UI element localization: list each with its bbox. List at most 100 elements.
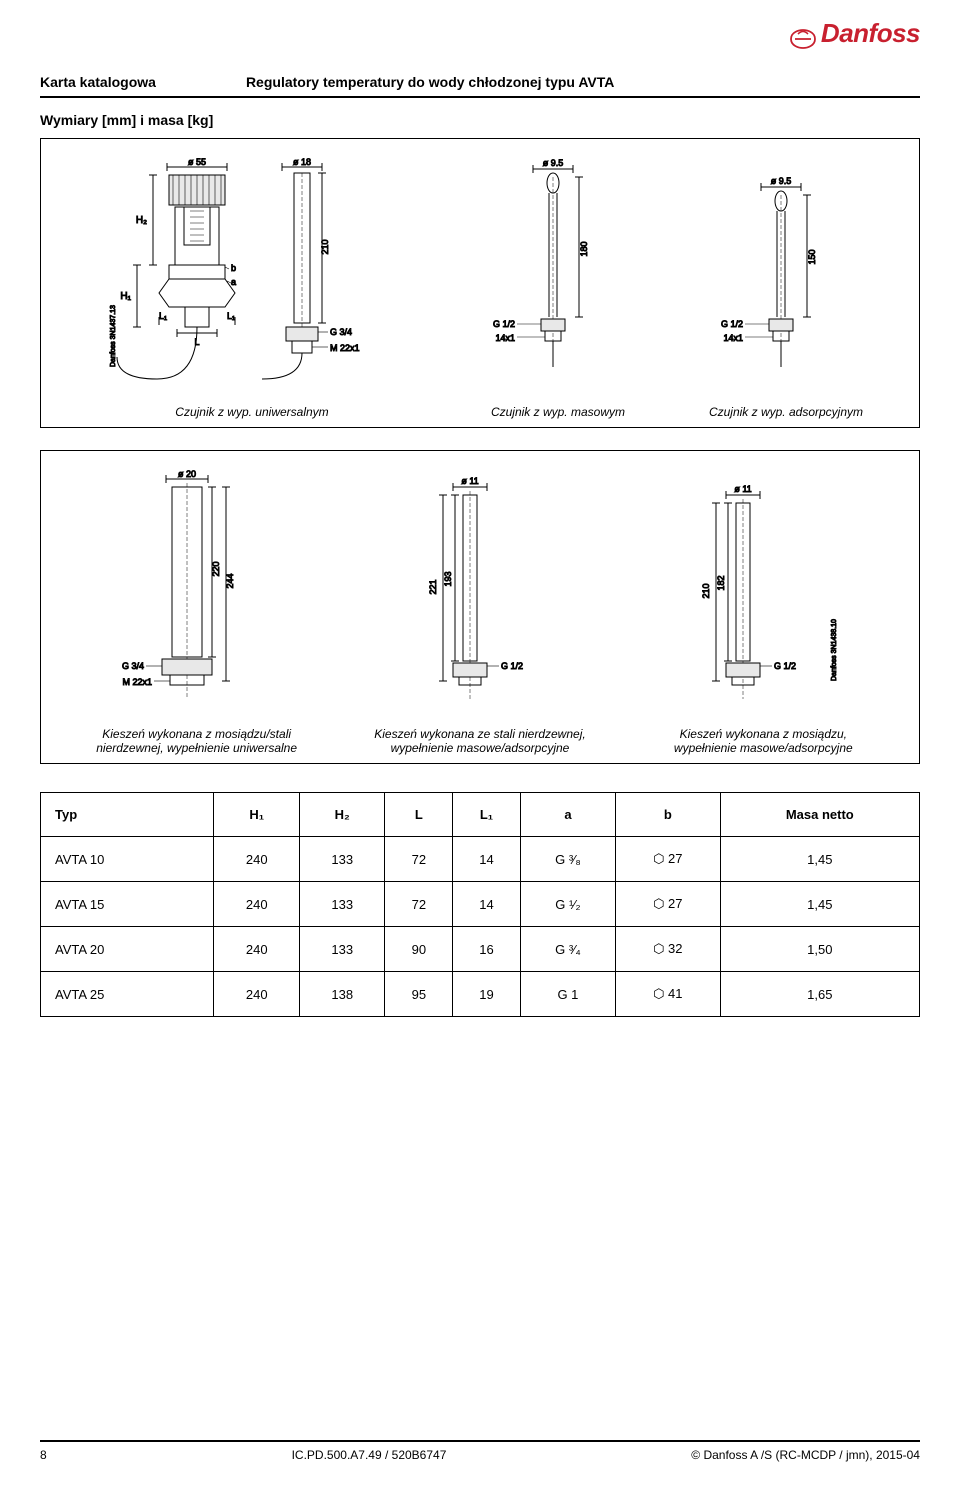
table-cell: 14 bbox=[453, 837, 521, 882]
table-cell: 16 bbox=[453, 927, 521, 972]
table-cell: 133 bbox=[299, 927, 385, 972]
table-cell: 95 bbox=[385, 972, 453, 1017]
svg-text:L₁: L₁ bbox=[227, 311, 235, 321]
caption-pocket-universal: Kieszeń wykonana z mosiądzu/stali nierdz… bbox=[87, 727, 307, 755]
table-cell: G 1 bbox=[520, 972, 615, 1017]
table-row: AVTA 202401339016G ³⁄₄⬡ 321,50 bbox=[41, 927, 920, 972]
diagram-adsorption-sensor: ø 9.5 150 G 1/2 M 14x1 bbox=[709, 157, 863, 419]
svg-text:L₁: L₁ bbox=[159, 311, 167, 321]
table-header: H₂ bbox=[299, 793, 385, 837]
table-cell: AVTA 20 bbox=[41, 927, 214, 972]
table-cell: 1,50 bbox=[720, 927, 919, 972]
table-cell: G ¹⁄₂ bbox=[520, 882, 615, 927]
caption-adsorption: Czujnik z wyp. adsorpcyjnym bbox=[709, 405, 863, 419]
doc-type: Karta katalogowa bbox=[40, 74, 156, 90]
table-cell: G ³⁄₄ bbox=[520, 927, 615, 972]
table-cell: AVTA 25 bbox=[41, 972, 214, 1017]
table-cell: 90 bbox=[385, 927, 453, 972]
table-cell: 240 bbox=[214, 927, 300, 972]
table-cell: AVTA 15 bbox=[41, 882, 214, 927]
table-cell: 1,45 bbox=[720, 837, 919, 882]
table-cell: 1,45 bbox=[720, 882, 919, 927]
table-cell: 14 bbox=[453, 882, 521, 927]
table-cell: 240 bbox=[214, 882, 300, 927]
diagram-pocket-stainless: ø 11 221 193 G 1/2 Kieszeń wykonana ze s… bbox=[370, 469, 590, 755]
table-cell: 138 bbox=[299, 972, 385, 1017]
table-row: AVTA 152401337214G ¹⁄₂⬡ 271,45 bbox=[41, 882, 920, 927]
diagram-mass-sensor: ø 9.5 180 G 1/2 M 14x1 bbox=[491, 157, 625, 419]
svg-text:221: 221 bbox=[428, 579, 438, 594]
table-cell: 133 bbox=[299, 837, 385, 882]
page-footer: 8 IC.PD.500.A7.49 / 520B6747 © Danfoss A… bbox=[40, 1440, 920, 1462]
footer-right: © Danfoss A /S (RC-MCDP / jmn), 2015-04 bbox=[691, 1448, 920, 1462]
svg-text:M 22x1: M 22x1 bbox=[122, 677, 152, 687]
doc-title: Regulatory temperatury do wody chłodzone… bbox=[246, 74, 614, 90]
table-header: Masa netto bbox=[720, 793, 919, 837]
top-figure-box: ø 55 H₂ bbox=[40, 138, 920, 428]
svg-text:G 3/4: G 3/4 bbox=[330, 327, 352, 337]
table-cell: ⬡ 27 bbox=[616, 882, 721, 927]
brand-name: Danfoss bbox=[821, 18, 920, 48]
table-cell: AVTA 10 bbox=[41, 837, 214, 882]
brand-logo: Danfoss bbox=[789, 18, 920, 50]
table-cell: ⬡ 27 bbox=[616, 837, 721, 882]
table-cell: ⬡ 32 bbox=[616, 927, 721, 972]
table-cell: 1,65 bbox=[720, 972, 919, 1017]
footer-page: 8 bbox=[40, 1448, 47, 1462]
table-cell: 19 bbox=[453, 972, 521, 1017]
table-header: b bbox=[616, 793, 721, 837]
table-cell: G ³⁄₈ bbox=[520, 837, 615, 882]
table-header: Typ bbox=[41, 793, 214, 837]
diagram-universal-sensor: ø 55 H₂ bbox=[97, 157, 407, 419]
svg-text:210: 210 bbox=[701, 583, 711, 598]
table-cell: 72 bbox=[385, 882, 453, 927]
table-cell: ⬡ 41 bbox=[616, 972, 721, 1017]
svg-text:G 1/2: G 1/2 bbox=[501, 661, 523, 671]
table-header: H₁ bbox=[214, 793, 300, 837]
svg-text:ø 9.5: ø 9.5 bbox=[543, 158, 564, 168]
svg-text:ø 20: ø 20 bbox=[178, 469, 196, 479]
svg-text:H₁: H₁ bbox=[120, 291, 131, 302]
caption-mass: Czujnik z wyp. masowym bbox=[491, 405, 625, 419]
svg-text:M 14x1: M 14x1 bbox=[493, 333, 515, 343]
svg-text:244: 244 bbox=[225, 573, 235, 588]
svg-text:G 1/2: G 1/2 bbox=[774, 661, 796, 671]
svg-text:193: 193 bbox=[443, 571, 453, 586]
bottom-figure-box: ø 20 220 244 G 3/4 M 22x1 bbox=[40, 450, 920, 764]
table-cell: 72 bbox=[385, 837, 453, 882]
table-header: a bbox=[520, 793, 615, 837]
table-cell: 133 bbox=[299, 882, 385, 927]
svg-text:180: 180 bbox=[579, 241, 589, 256]
svg-text:b: b bbox=[231, 263, 236, 273]
svg-text:Danfoss 3N1437.13: Danfoss 3N1437.13 bbox=[110, 305, 117, 367]
svg-text:182: 182 bbox=[716, 575, 726, 590]
table-header: L bbox=[385, 793, 453, 837]
svg-text:220: 220 bbox=[211, 561, 221, 576]
svg-text:Danfoss 3N1438.10: Danfoss 3N1438.10 bbox=[831, 619, 838, 681]
header-rule bbox=[40, 96, 920, 98]
svg-text:ø 11: ø 11 bbox=[461, 476, 478, 486]
svg-text:ø 9.5: ø 9.5 bbox=[771, 176, 792, 186]
svg-text:G 3/4: G 3/4 bbox=[122, 661, 144, 671]
caption-pocket-brass: Kieszeń wykonana z mosiądzu, wypełnienie… bbox=[653, 727, 873, 755]
svg-text:M 22x1: M 22x1 bbox=[330, 343, 360, 353]
svg-text:a: a bbox=[231, 277, 236, 287]
table-cell: 240 bbox=[214, 972, 300, 1017]
footer-mid: IC.PD.500.A7.49 / 520B6747 bbox=[292, 1448, 447, 1462]
section-title: Wymiary [mm] i masa [kg] bbox=[40, 112, 920, 128]
table-row: AVTA 102401337214G ³⁄₈⬡ 271,45 bbox=[41, 837, 920, 882]
svg-text:150: 150 bbox=[807, 249, 817, 264]
svg-text:ø 18: ø 18 bbox=[293, 157, 311, 167]
svg-text:ø 55: ø 55 bbox=[188, 157, 206, 167]
table-row: AVTA 252401389519G 1⬡ 411,65 bbox=[41, 972, 920, 1017]
dimensions-table: TypH₁H₂LL₁abMasa netto AVTA 102401337214… bbox=[40, 792, 920, 1017]
svg-text:ø 11: ø 11 bbox=[735, 484, 752, 494]
svg-text:H₂: H₂ bbox=[136, 215, 147, 226]
svg-text:M 14x1: M 14x1 bbox=[721, 333, 743, 343]
diagram-pocket-universal: ø 20 220 244 G 3/4 M 22x1 bbox=[87, 469, 307, 755]
caption-universal: Czujnik z wyp. uniwersalnym bbox=[175, 405, 328, 419]
table-cell: 240 bbox=[214, 837, 300, 882]
diagram-pocket-brass: ø 11 210 182 G 1/2 Danfoss 3N1438.10 bbox=[653, 469, 873, 755]
caption-pocket-stainless: Kieszeń wykonana ze stali nierdzewnej, w… bbox=[370, 727, 590, 755]
svg-text:G 1/2: G 1/2 bbox=[493, 319, 515, 329]
